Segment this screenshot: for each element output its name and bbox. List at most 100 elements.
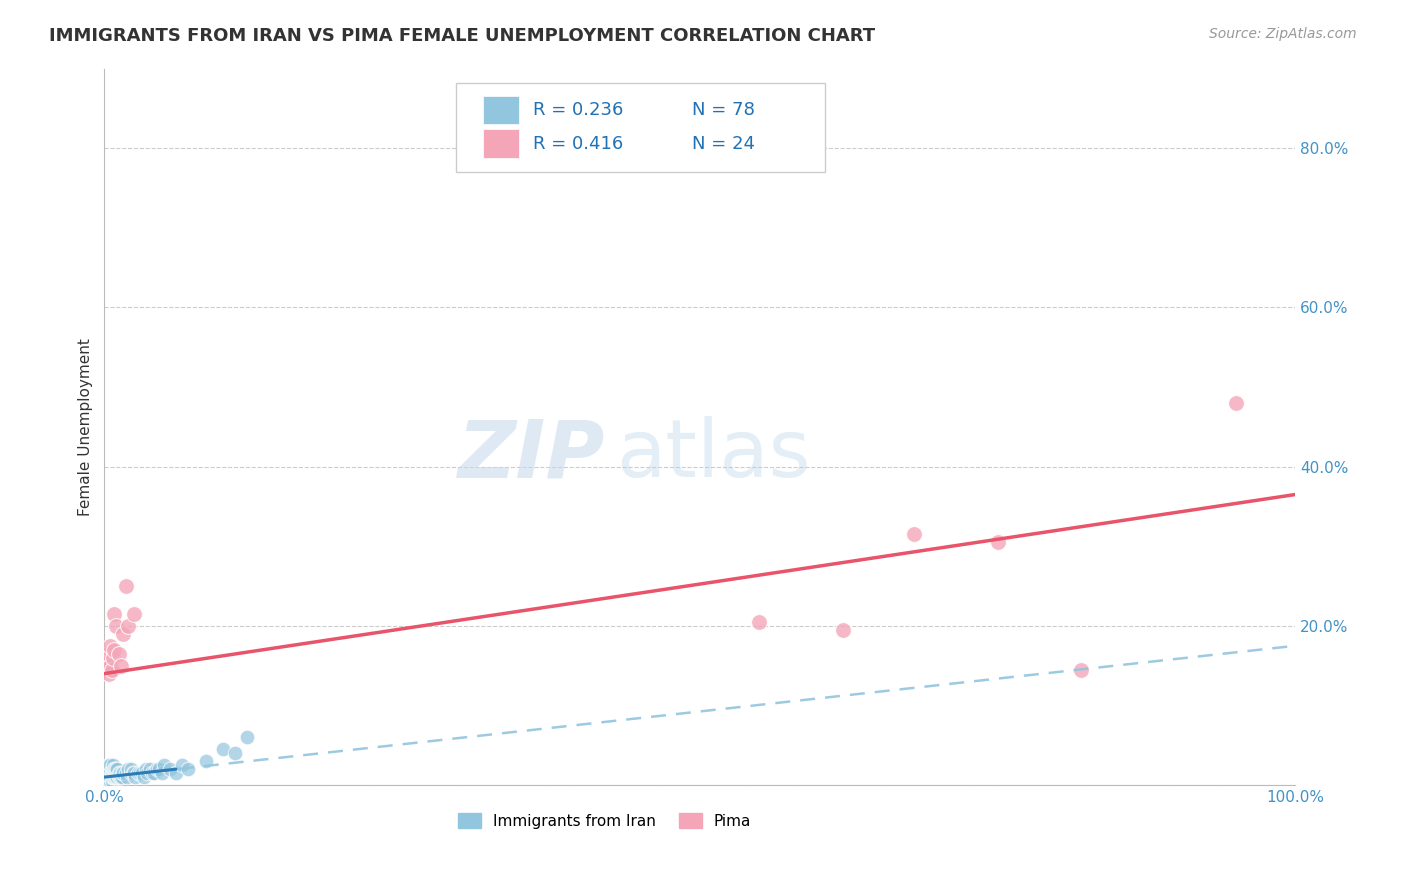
Point bbox=[108, 766, 131, 780]
Point bbox=[101, 766, 124, 780]
Point bbox=[97, 766, 120, 780]
Point bbox=[105, 619, 128, 633]
Point bbox=[165, 766, 187, 780]
Point bbox=[96, 774, 118, 789]
Point bbox=[111, 770, 134, 784]
Point bbox=[98, 770, 121, 784]
Point bbox=[177, 762, 200, 776]
Point bbox=[831, 623, 853, 637]
Point bbox=[98, 666, 121, 681]
FancyBboxPatch shape bbox=[456, 83, 825, 172]
Point bbox=[105, 770, 128, 784]
Point bbox=[112, 627, 135, 641]
Point bbox=[97, 762, 120, 776]
Point bbox=[107, 770, 129, 784]
Y-axis label: Female Unemployment: Female Unemployment bbox=[79, 338, 93, 516]
Point bbox=[98, 766, 121, 780]
Point bbox=[100, 770, 122, 784]
Point bbox=[94, 655, 117, 669]
Point bbox=[236, 731, 259, 745]
Text: Source: ZipAtlas.com: Source: ZipAtlas.com bbox=[1209, 27, 1357, 41]
Point bbox=[94, 762, 117, 776]
Point bbox=[170, 758, 193, 772]
Point bbox=[150, 766, 173, 780]
Point bbox=[107, 647, 129, 661]
Point bbox=[105, 766, 128, 780]
Point bbox=[117, 619, 139, 633]
Point bbox=[98, 639, 121, 653]
Point bbox=[107, 770, 129, 784]
Text: N = 78: N = 78 bbox=[692, 101, 755, 119]
Point bbox=[100, 766, 122, 780]
Point bbox=[212, 742, 235, 756]
Point bbox=[103, 770, 125, 784]
Point bbox=[98, 770, 121, 784]
Point bbox=[143, 766, 166, 780]
Point bbox=[987, 535, 1010, 549]
Point bbox=[98, 766, 121, 780]
Point bbox=[110, 770, 132, 784]
Point bbox=[748, 615, 770, 629]
Point bbox=[94, 766, 117, 780]
Point bbox=[103, 762, 125, 776]
Bar bbox=[484, 129, 519, 158]
Point bbox=[108, 770, 131, 784]
Point bbox=[194, 754, 217, 768]
Point bbox=[120, 762, 142, 776]
Point bbox=[112, 766, 135, 780]
Point bbox=[1225, 396, 1247, 410]
Point bbox=[153, 758, 176, 772]
Point bbox=[138, 762, 160, 776]
Point bbox=[103, 642, 125, 657]
Point bbox=[97, 774, 120, 789]
Point bbox=[98, 762, 121, 776]
Legend: Immigrants from Iran, Pima: Immigrants from Iran, Pima bbox=[451, 806, 758, 835]
Point bbox=[129, 766, 152, 780]
Point bbox=[131, 766, 153, 780]
Point bbox=[114, 579, 136, 593]
Text: atlas: atlas bbox=[617, 417, 811, 494]
Point bbox=[97, 655, 120, 669]
Point bbox=[101, 650, 124, 665]
Point bbox=[122, 766, 145, 780]
Point bbox=[111, 766, 134, 780]
Point bbox=[94, 774, 117, 789]
Point bbox=[1070, 663, 1092, 677]
Point bbox=[101, 758, 124, 772]
Point bbox=[132, 770, 155, 784]
Point bbox=[96, 766, 118, 780]
Point bbox=[146, 762, 169, 776]
Point bbox=[114, 766, 136, 780]
Point bbox=[135, 762, 157, 776]
Point bbox=[903, 527, 925, 541]
Point bbox=[104, 762, 127, 776]
Text: R = 0.236: R = 0.236 bbox=[533, 101, 623, 119]
Point bbox=[103, 766, 125, 780]
Point bbox=[101, 770, 124, 784]
Point bbox=[107, 766, 129, 780]
Point bbox=[136, 766, 159, 780]
Point bbox=[101, 762, 124, 776]
Text: ZIP: ZIP bbox=[457, 417, 605, 494]
Point bbox=[110, 658, 132, 673]
Point bbox=[159, 762, 181, 776]
Point bbox=[124, 770, 146, 784]
Point bbox=[98, 774, 121, 789]
Point bbox=[96, 650, 118, 665]
Point bbox=[97, 770, 120, 784]
Point bbox=[94, 770, 117, 784]
Point bbox=[120, 766, 142, 780]
Text: R = 0.416: R = 0.416 bbox=[533, 135, 623, 153]
Point bbox=[105, 762, 128, 776]
Point bbox=[98, 762, 121, 776]
Point bbox=[100, 663, 122, 677]
Point bbox=[97, 647, 120, 661]
Point bbox=[98, 758, 121, 772]
Point bbox=[115, 770, 138, 784]
Point bbox=[224, 746, 246, 760]
Text: IMMIGRANTS FROM IRAN VS PIMA FEMALE UNEMPLOYMENT CORRELATION CHART: IMMIGRANTS FROM IRAN VS PIMA FEMALE UNEM… bbox=[49, 27, 876, 45]
Point bbox=[141, 766, 163, 780]
Point bbox=[96, 770, 118, 784]
Point bbox=[98, 758, 121, 772]
Point bbox=[97, 758, 120, 772]
